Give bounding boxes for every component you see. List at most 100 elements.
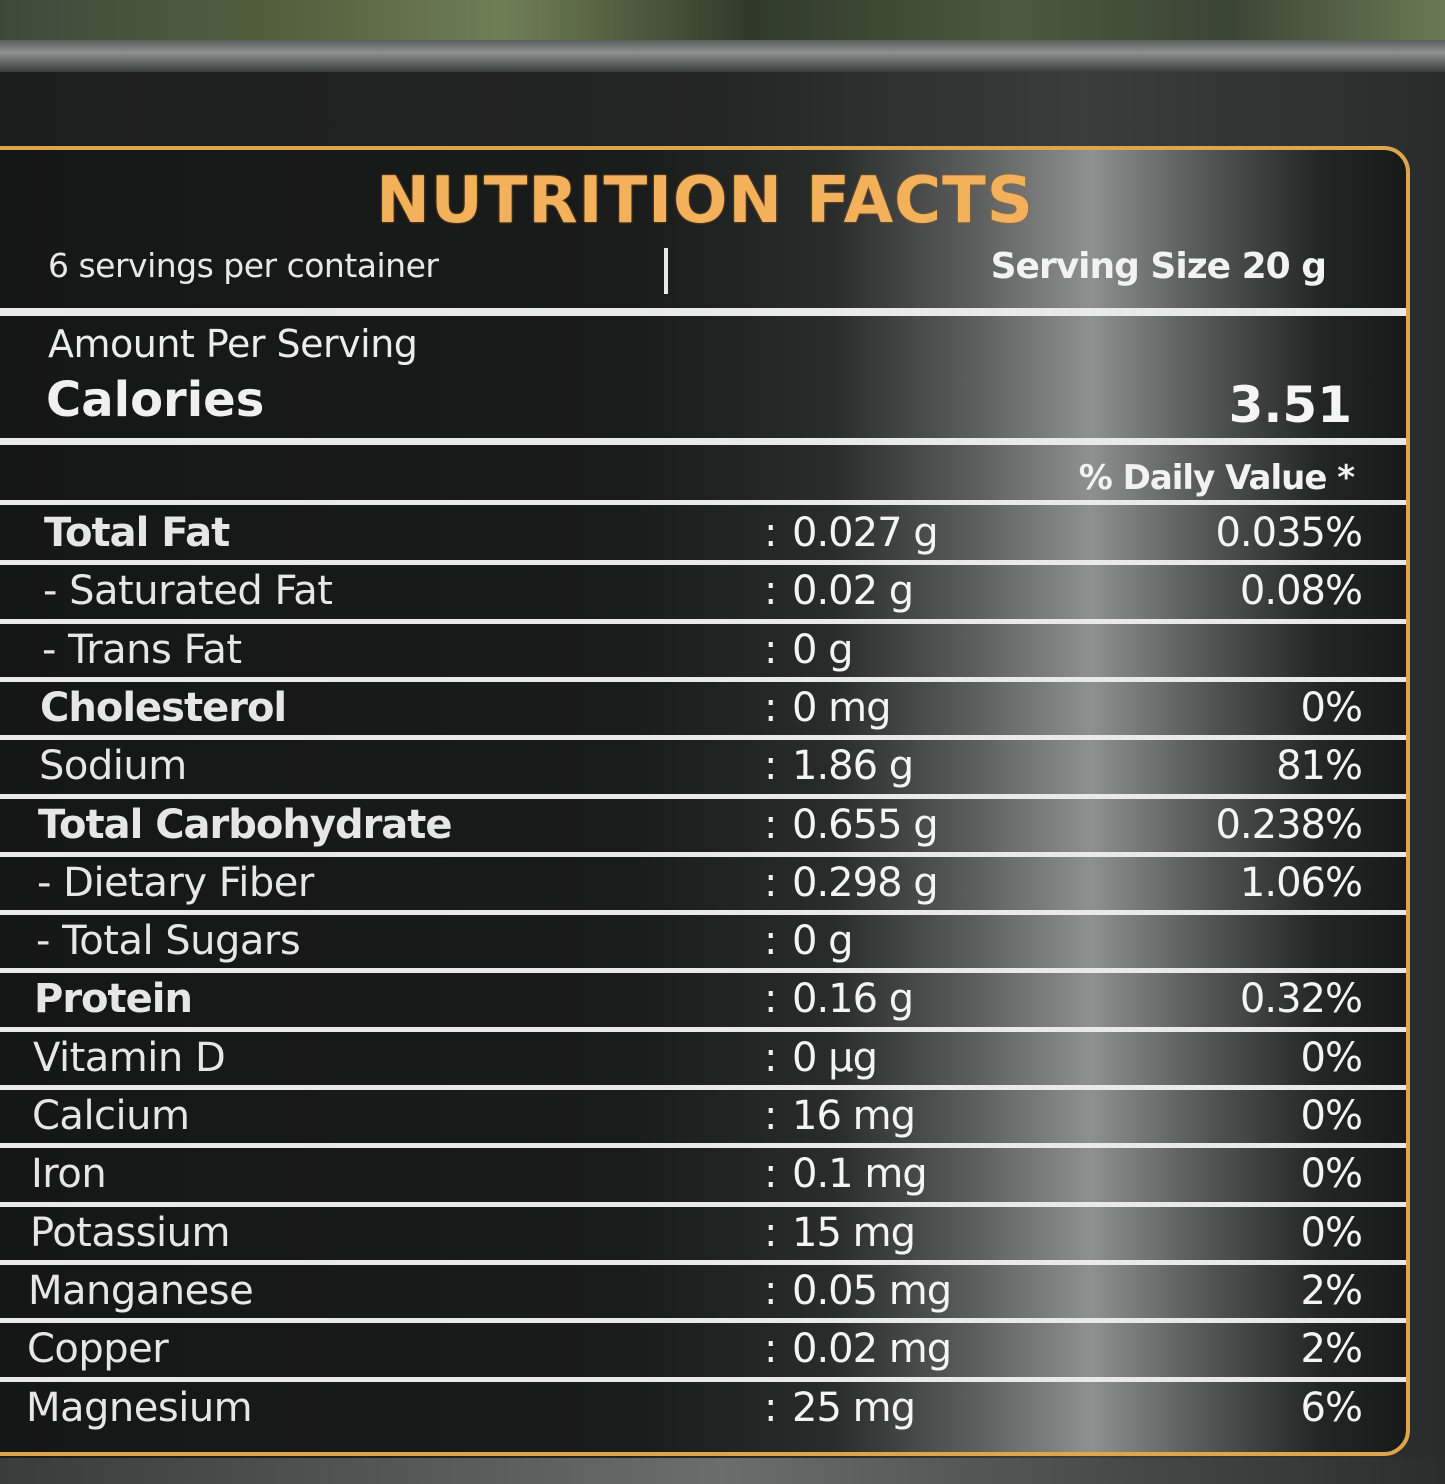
nutrient-amount: 1.86 g xyxy=(792,743,914,789)
servings-per-container: 6 servings per container xyxy=(48,246,439,285)
nutrient-colon: : xyxy=(764,1035,778,1081)
row-divider xyxy=(0,560,1406,565)
nutrient-daily-value: 1.06% xyxy=(1239,860,1363,906)
nutrient-name: Total Fat xyxy=(44,510,230,556)
row-divider xyxy=(0,1202,1406,1207)
nutrient-amount: 0 mg xyxy=(792,685,892,731)
nutrient-colon: : xyxy=(764,918,778,964)
amount-per-serving: Amount Per Serving xyxy=(48,322,418,366)
nutrient-name: Iron xyxy=(31,1151,107,1197)
nutrient-daily-value: 81% xyxy=(1276,743,1363,789)
nutrient-daily-value: 0.238% xyxy=(1215,802,1363,848)
table-row: Sodium:1.86 g 81% xyxy=(0,739,1406,793)
nutrient-amount: 0.05 mg xyxy=(792,1268,952,1314)
nutrient-daily-value: 0.08% xyxy=(1239,568,1363,614)
nutrient-name: - Saturated Fat xyxy=(43,568,333,614)
calories-value: 3.51 xyxy=(1228,376,1352,434)
nutrient-amount: 0.16 g xyxy=(792,976,914,1022)
nutrient-daily-value: 0% xyxy=(1300,1093,1363,1139)
nutrient-daily-value: 2% xyxy=(1300,1326,1363,1372)
table-row: Manganese:0.05 mg 2% xyxy=(0,1264,1406,1318)
nutrient-amount: 0.02 mg xyxy=(792,1326,952,1372)
nutrient-colon: : xyxy=(764,1326,778,1372)
nutrient-colon: : xyxy=(764,1210,778,1256)
nutrient-name: Sodium xyxy=(39,743,187,789)
row-divider xyxy=(0,1260,1406,1265)
nutrient-colon: : xyxy=(764,802,778,848)
table-row: Vitamin D:0 µg 0% xyxy=(0,1031,1406,1085)
nutrient-daily-value: 6% xyxy=(1300,1385,1363,1431)
nutrient-daily-value: 0% xyxy=(1300,685,1363,731)
table-row: Copper:0.02 mg 2% xyxy=(0,1322,1406,1376)
table-row: - Trans Fat:0 g xyxy=(0,623,1406,677)
daily-value-header: % Daily Value * xyxy=(1078,458,1355,498)
package-bottom-edge xyxy=(0,1458,1445,1484)
row-divider xyxy=(0,968,1406,973)
nutrient-amount: 0.02 g xyxy=(792,568,914,614)
thick-rule xyxy=(0,308,1406,316)
nutrient-amount: 0 g xyxy=(792,918,854,964)
nutrient-colon: : xyxy=(764,743,778,789)
nutrient-daily-value: 0% xyxy=(1300,1151,1363,1197)
table-row: - Dietary Fiber:0.298 g 1.06% xyxy=(0,856,1406,910)
table-row: - Total Sugars:0 g xyxy=(0,914,1406,968)
table-row: Cholesterol:0 mg 0% xyxy=(0,681,1406,735)
nutrition-facts-panel: NUTRITION FACTS 6 servings per container… xyxy=(0,146,1410,1456)
nutrient-daily-value: 0.32% xyxy=(1239,976,1363,1022)
calories-label: Calories xyxy=(46,372,265,428)
nutrient-colon: : xyxy=(764,1151,778,1197)
nutrient-name: - Dietary Fiber xyxy=(37,860,314,906)
nutrient-name: Total Carbohydrate xyxy=(38,802,453,848)
nutrient-name: Manganese xyxy=(28,1268,254,1314)
nutrient-name: Magnesium xyxy=(26,1385,253,1431)
row-divider xyxy=(0,1085,1406,1090)
header-rule xyxy=(0,500,1406,505)
nutrient-amount: 0.027 g xyxy=(792,510,939,556)
nutrient-name: Calcium xyxy=(32,1093,190,1139)
nutrient-amount: 0 µg xyxy=(792,1035,878,1081)
table-row: Total Fat:0.027 g 0.035% xyxy=(0,506,1406,560)
table-row: Calcium:16 mg 0% xyxy=(0,1089,1406,1143)
nutrient-colon: : xyxy=(764,568,778,614)
nutrient-name: - Total Sugars xyxy=(36,918,301,964)
nutrient-daily-value: 0% xyxy=(1300,1035,1363,1081)
nutrient-amount: 0.298 g xyxy=(792,860,939,906)
row-divider xyxy=(0,1027,1406,1032)
table-row: Total Carbohydrate:0.655 g 0.238% xyxy=(0,798,1406,852)
nutrient-name: Vitamin D xyxy=(33,1035,226,1081)
table-row: - Saturated Fat:0.02 g 0.08% xyxy=(0,564,1406,618)
row-divider xyxy=(0,1377,1406,1382)
medium-rule xyxy=(0,438,1406,445)
nutrient-amount: 16 mg xyxy=(792,1093,916,1139)
nutrient-amount: 0 g xyxy=(792,627,854,673)
row-divider xyxy=(0,794,1406,799)
nutrient-colon: : xyxy=(764,510,778,556)
row-divider xyxy=(0,619,1406,624)
serving-size: Serving Size 20 g xyxy=(990,246,1327,287)
nutrient-colon: : xyxy=(764,976,778,1022)
nutrient-amount: 0.655 g xyxy=(792,802,939,848)
row-divider xyxy=(0,1318,1406,1323)
nutrient-colon: : xyxy=(764,627,778,673)
row-divider xyxy=(0,910,1406,915)
nutrient-name: - Trans Fat xyxy=(42,627,242,673)
nutrient-amount: 15 mg xyxy=(792,1210,916,1256)
nutrient-name: Potassium xyxy=(30,1210,230,1256)
nutrient-name: Protein xyxy=(34,976,193,1022)
servings-divider xyxy=(664,248,668,294)
table-row: Iron:0.1 mg 0% xyxy=(0,1147,1406,1201)
nutrient-name: Copper xyxy=(27,1326,169,1372)
nutrient-amount: 25 mg xyxy=(792,1385,916,1431)
row-divider xyxy=(0,677,1406,682)
row-divider xyxy=(0,1143,1406,1148)
nutrient-colon: : xyxy=(764,1385,778,1431)
nutrient-daily-value: 0.035% xyxy=(1215,510,1363,556)
nutrient-colon: : xyxy=(764,1093,778,1139)
package-top-edge xyxy=(0,40,1445,72)
nutrient-amount: 0.1 mg xyxy=(792,1151,928,1197)
nutrient-daily-value: 2% xyxy=(1300,1268,1363,1314)
row-divider xyxy=(0,852,1406,857)
row-divider xyxy=(0,735,1406,740)
table-row: Magnesium:25 mg 6% xyxy=(0,1381,1406,1435)
nutrient-colon: : xyxy=(764,860,778,906)
